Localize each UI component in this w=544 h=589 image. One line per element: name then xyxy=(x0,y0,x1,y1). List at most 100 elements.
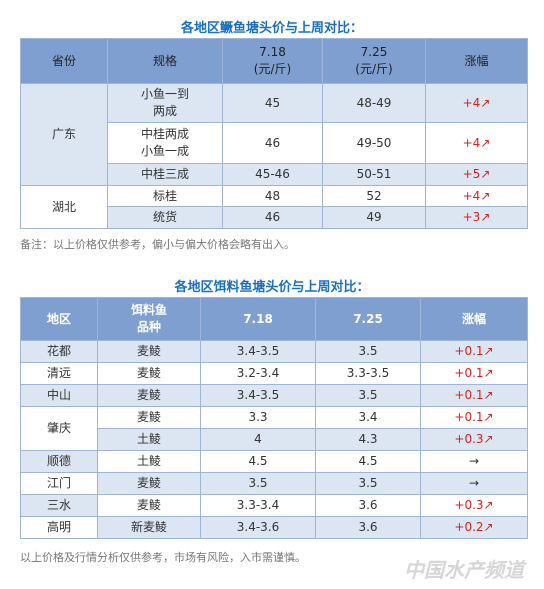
cell: 3.5 xyxy=(315,472,421,495)
row: 中山 麦鲮 3.4-3.5 3.5 +0.1↗ xyxy=(20,384,528,407)
change-cell: +3↗ xyxy=(425,206,528,229)
change-cell: +0.2↗ xyxy=(420,516,528,539)
cell: 3.4-3.5 xyxy=(200,340,316,363)
row: 肇庆 麦鲮 3.3 3.4 +0.1↗ xyxy=(20,406,528,451)
cell: 麦鲮 xyxy=(97,384,201,407)
header-row: 省份 规格 7.18 (元/斤) 7.25 (元/斤) 涨幅 xyxy=(20,38,528,84)
header-cell: 7.25 xyxy=(315,297,421,341)
cell: 土鲮 xyxy=(97,428,201,451)
change-cell: +5↗ xyxy=(425,163,528,186)
cell: 45 xyxy=(222,83,323,123)
change-cell: +0.1↗ xyxy=(420,340,528,363)
region-cell: 花都 xyxy=(20,340,98,363)
cell: 49-50 xyxy=(322,122,426,164)
cell: 标桂 xyxy=(107,185,223,207)
cell: 46 xyxy=(222,206,323,229)
note: 备注：以上价格仅供参考，偏小与偏大价格会略有出入。 xyxy=(20,238,295,251)
cell: 3.4-3.5 xyxy=(200,384,316,407)
header-cell: 地区 xyxy=(20,297,98,341)
header-cell: 7.25 (元/斤) xyxy=(322,38,426,84)
cell: 48-49 xyxy=(322,83,426,123)
row: 清远 麦鲮 3.2-3.4 3.3-3.5 +0.1↗ xyxy=(20,362,528,385)
cell: 麦鲮 xyxy=(97,406,201,429)
region-cell: 湖北 xyxy=(20,185,108,229)
header-cell: 7.18 xyxy=(200,297,316,341)
cell: 麦鲮 xyxy=(97,494,201,517)
cell: 3.3-3.5 xyxy=(315,362,421,385)
cell: 49 xyxy=(322,206,426,229)
cell: 3.6 xyxy=(315,494,421,517)
region-cell: 高明 xyxy=(20,516,98,539)
cell: 麦鲮 xyxy=(97,472,201,495)
cell: 小鱼一到 两成 xyxy=(107,83,223,123)
change-cell: +0.1↗ xyxy=(420,384,528,407)
row: 江门 麦鲮 3.5 3.5 → xyxy=(20,472,528,495)
header-row: 地区 饵料鱼 品种 7.18 7.25 涨幅 xyxy=(20,297,528,341)
cell: 3.5 xyxy=(315,384,421,407)
note: 以上价格及行情分析仅供参考，市场有风险，入市需谨慎。 xyxy=(20,551,306,564)
cell: 麦鲮 xyxy=(97,362,201,385)
price-table: 省份 规格 7.18 (元/斤) 7.25 (元/斤) 涨幅 广东 小鱼一到 两成 45 48-… xyxy=(20,38,528,229)
watermark: 中国水产频道 xyxy=(404,558,524,582)
cell: 48 xyxy=(222,185,323,207)
cell: 3.4-3.6 xyxy=(200,516,316,539)
region-cell: 广东 xyxy=(20,83,108,186)
header-cell: 7.18 (元/斤) xyxy=(222,38,323,84)
header-cell: 规格 xyxy=(107,38,223,84)
cell: 3.6 xyxy=(315,516,421,539)
row: 三水 麦鲮 3.3-3.4 3.6 +0.3↗ xyxy=(20,494,528,517)
region-cell: 江门 xyxy=(20,472,98,495)
cell: 4 xyxy=(200,428,316,451)
region-cell: 顺德 xyxy=(20,450,98,473)
header-cell: 饵料鱼 品种 xyxy=(97,297,201,341)
cell: 3.4 xyxy=(315,406,421,429)
cell: 4.5 xyxy=(200,450,316,473)
row: 统货 46 49 +3↗ xyxy=(21,206,528,229)
region-cell: 三水 xyxy=(20,494,98,517)
change-cell: +0.1↗ xyxy=(420,406,528,429)
price-table: 地区 饵料鱼 品种 7.18 7.25 涨幅 花都 麦鲮 3.4-3.5 3.5 +0.1↗ 清远麦… xyxy=(20,297,528,539)
cell: 3.5 xyxy=(200,472,316,495)
table-title: 各地区饵料鱼塘头价与上周对比： xyxy=(174,280,370,295)
change-cell: +0.3↗ xyxy=(420,494,528,517)
row: 广东 小鱼一到 两成 45 48-49 +4↗ xyxy=(20,83,528,186)
row: 顺德 土鲮 4.5 4.5 → xyxy=(20,450,528,473)
cell: 中桂三成 xyxy=(107,163,223,186)
cell: 中桂两成 小鱼一成 xyxy=(107,122,223,164)
cell: 46 xyxy=(222,122,323,164)
row: 中桂两成 小鱼一成 46 49-50 +4↗ xyxy=(21,122,528,164)
row: 土鲮 4 4.3 +0.3↗ xyxy=(21,428,528,451)
header-cell: 涨幅 xyxy=(425,38,528,84)
change-cell: → xyxy=(420,450,528,473)
cell: 4.3 xyxy=(315,428,421,451)
row: 中桂三成 45-46 50-51 +5↗ xyxy=(21,163,528,186)
cell: 50-51 xyxy=(322,163,426,186)
row: 花都 麦鲮 3.4-3.5 3.5 +0.1↗ xyxy=(20,340,528,363)
header-cell: 省份 xyxy=(20,38,108,84)
region-cell: 中山 xyxy=(20,384,98,407)
cell: 3.2-3.4 xyxy=(200,362,316,385)
cell: 4.5 xyxy=(315,450,421,473)
change-cell: +0.1↗ xyxy=(420,362,528,385)
change-cell: → xyxy=(420,472,528,495)
region-cell: 清远 xyxy=(20,362,98,385)
row: 湖北 标桂 48 52 +4↗ xyxy=(20,185,528,229)
region-cell: 肇庆 xyxy=(20,406,98,451)
cell: 新麦鲮 xyxy=(97,516,201,539)
change-cell: +4↗ xyxy=(425,185,528,207)
change-cell: +4↗ xyxy=(425,83,528,123)
cell: 3.3-3.4 xyxy=(200,494,316,517)
cell: 45-46 xyxy=(222,163,323,186)
table-title: 各地区鳜鱼塘头价与上周对比： xyxy=(180,21,363,36)
row: 高明 新麦鲮 3.4-3.6 3.6 +0.2↗ xyxy=(20,516,528,539)
cell: 麦鲮 xyxy=(97,340,201,363)
header-cell: 涨幅 xyxy=(420,297,528,341)
cell: 52 xyxy=(322,185,426,207)
cell: 3.5 xyxy=(315,340,421,363)
cell: 土鲮 xyxy=(97,450,201,473)
cell: 统货 xyxy=(107,206,223,229)
change-cell: +0.3↗ xyxy=(420,428,528,451)
cell: 3.3 xyxy=(200,406,316,429)
change-cell: +4↗ xyxy=(425,122,528,164)
